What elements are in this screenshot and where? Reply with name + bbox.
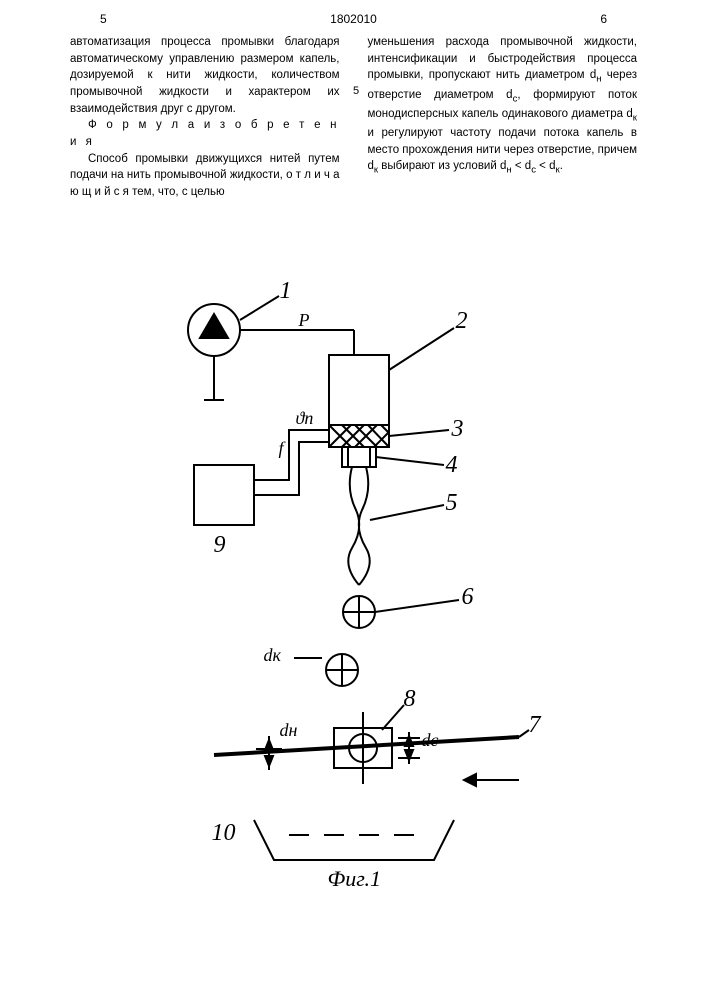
left-column: автоматизация процесса промывки благодар… — [70, 34, 340, 201]
arrow-icon — [464, 774, 476, 786]
chamber-rect — [329, 355, 389, 425]
left-p1: автоматизация процесса промывки благодар… — [70, 34, 340, 117]
text-columns: автоматизация процесса промывки благодар… — [0, 34, 707, 201]
right-column: уменьшения расхода промывочной жидкости,… — [368, 34, 638, 201]
label-1: 1 — [280, 278, 292, 305]
label-4: 4 — [446, 452, 458, 479]
symbol-dk: dк — [264, 645, 281, 666]
diagram-wrap: 1 2 3 4 5 6 7 8 9 10 P ϑп f dк dн dс Фиг… — [0, 280, 707, 1000]
symbol-dn: dн — [280, 720, 298, 741]
diagram-svg — [124, 280, 584, 920]
symbol-vp: ϑп — [296, 408, 314, 429]
symbol-f: f — [279, 438, 284, 459]
right-p1: уменьшения расхода промывочной жидкости,… — [368, 34, 638, 177]
left-page-number: 5 — [100, 12, 107, 26]
jet-right — [358, 467, 369, 585]
pump-triangle-icon — [200, 314, 228, 338]
diagram: 1 2 3 4 5 6 7 8 9 10 P ϑп f dк dн dс Фиг… — [124, 280, 584, 920]
label-7: 7 — [529, 712, 541, 739]
thread-line — [214, 737, 519, 755]
label-6: 6 — [462, 584, 474, 611]
jet-left — [348, 467, 359, 585]
symbol-dc: dс — [422, 730, 439, 751]
label-3: 3 — [452, 416, 464, 443]
right-page-number: 6 — [600, 12, 607, 26]
line-number-5: 5 — [353, 85, 359, 97]
patent-number: 1802010 — [107, 12, 601, 26]
page-header: 5 1802010 6 — [0, 0, 707, 34]
formula-heading: Ф о р м у л а и з о б р е т е н и я — [70, 117, 340, 150]
generator-rect — [194, 465, 254, 525]
label-2: 2 — [456, 308, 468, 335]
label-5: 5 — [446, 490, 458, 517]
label-8: 8 — [404, 686, 416, 713]
label-9: 9 — [214, 532, 226, 559]
left-p2: Способ промывки движущихся нитей путем п… — [70, 151, 340, 201]
figure-caption: Фиг.1 — [328, 866, 382, 892]
label-10: 10 — [212, 820, 236, 847]
symbol-P: P — [299, 310, 310, 331]
tray-path — [254, 820, 454, 860]
